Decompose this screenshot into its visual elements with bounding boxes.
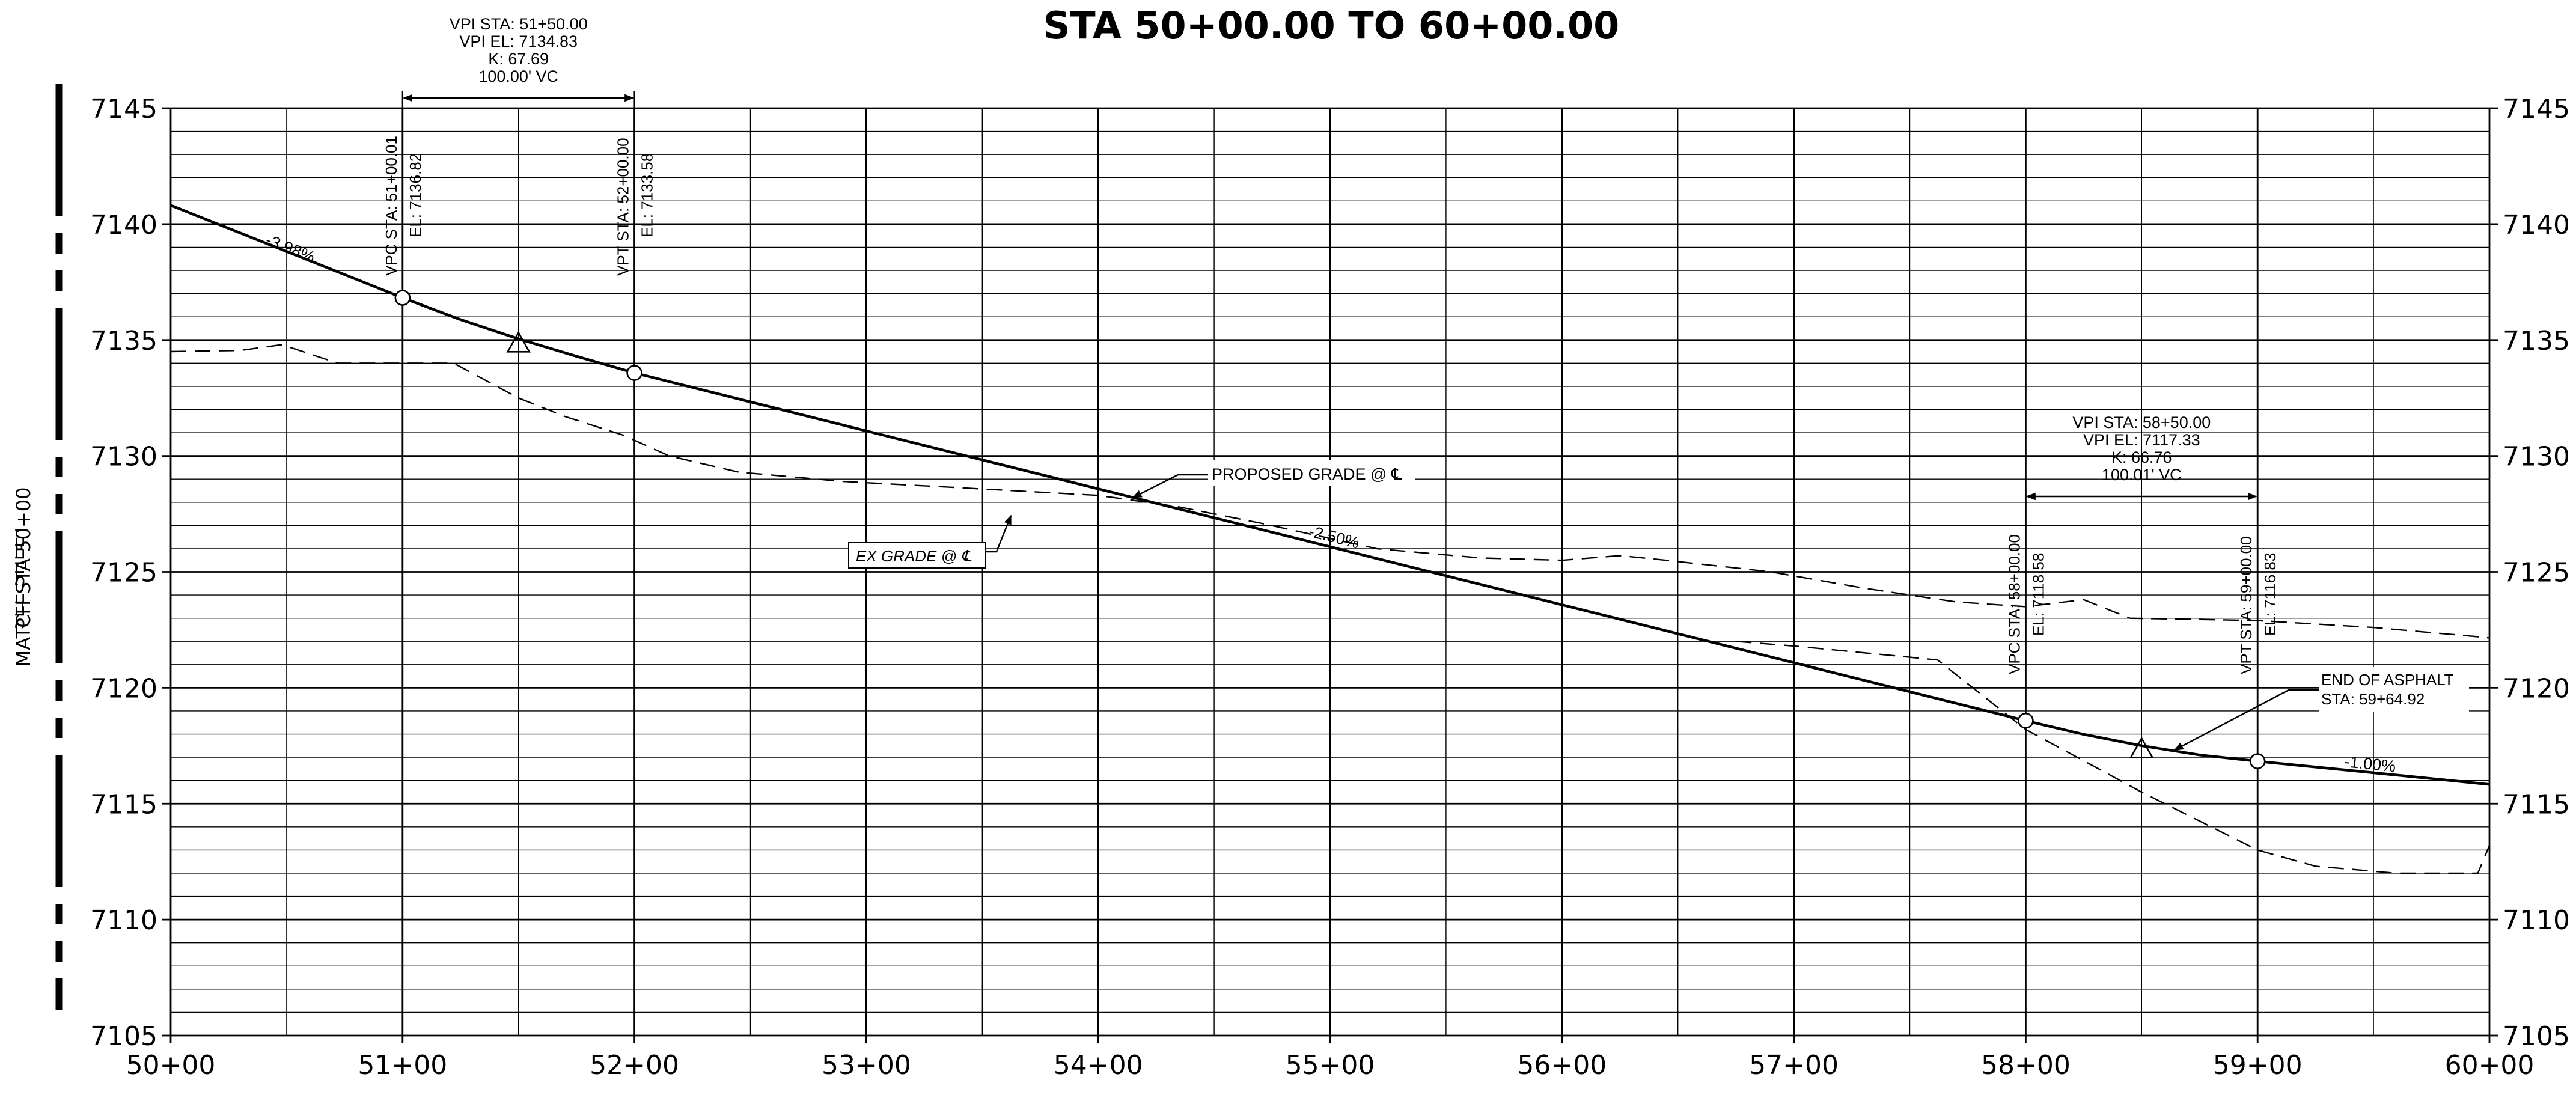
x-tick-label: 53+00	[822, 1050, 911, 1081]
vpc-elevation-label: EL: 7136.82	[406, 153, 424, 237]
x-tick-label: 51+00	[358, 1050, 447, 1081]
x-tick-label: 50+00	[126, 1050, 216, 1081]
y-tick-labels-left: 7105 7110 7115 7120 7125 7130 7135 7140 7145	[90, 94, 157, 1052]
x-tick-label: 57+00	[1749, 1050, 1839, 1081]
vpi-marker	[506, 331, 531, 353]
vpt-station-label: VPT STA: 52+00.00	[614, 138, 632, 276]
y-tick-label-right: 7110	[2503, 905, 2570, 936]
k-value-label: K: 67.69	[488, 50, 549, 68]
vpi-elevation-label: VPI EL: 7117.33	[2083, 431, 2200, 449]
series-layer	[171, 204, 2489, 874]
vpi-station-label: VPI STA: 51+50.00	[450, 15, 588, 33]
vpc-elevation-label: EL: 7118.58	[2029, 553, 2047, 636]
k-value-label: K: 66.76	[2111, 448, 2172, 466]
vpc-station-label: VPC STA: 58+00.00	[2005, 534, 2023, 674]
y-tick-label-left: 7110	[90, 905, 157, 936]
grade-label-1: -3.98%	[263, 231, 318, 267]
existing-grade-leader	[986, 514, 1012, 553]
y-tick-label-left: 7125	[90, 558, 157, 588]
y-tick-label-left: 7145	[90, 94, 157, 124]
y-tick-label-right: 7130	[2503, 442, 2570, 472]
grade-label-3: -1.00%	[2343, 752, 2396, 775]
vpt-elevation-label: EL: 7116.83	[2261, 553, 2279, 636]
y-tick-label-right: 7140	[2503, 210, 2570, 240]
existing-grade-callout: EX GRADE @ ℄	[848, 514, 1012, 569]
vc-length-label: 100.01' VC	[2102, 466, 2182, 484]
y-tick-label-right: 7115	[2503, 789, 2570, 820]
x-tick-labels: 50+00 51+00 52+00 53+00 54+00 55+00 56+00 57+00…	[126, 1050, 2535, 1081]
existing-grade-line	[171, 344, 2489, 639]
x-tick-label: 52+00	[590, 1050, 679, 1081]
vpc-marker	[2018, 712, 2034, 729]
y-tick-label-right: 7135	[2503, 326, 2570, 356]
end-of-asphalt-line-2: STA: 59+64.92	[2321, 690, 2425, 708]
vpt-station-label: VPT STA: 59+00.00	[2237, 536, 2255, 674]
vpt-marker	[2249, 753, 2266, 769]
vpi-station-label: VPI STA: 58+50.00	[2072, 413, 2211, 432]
x-tick-label: 60+00	[2445, 1050, 2535, 1081]
y-tick-labels-right: 7105 7110 7115 7120 7125 7130 7135 7140 7145	[2503, 94, 2570, 1052]
match-line-label: MATCH STA 50+00	[12, 487, 35, 667]
y-tick-label-right: 7145	[2503, 94, 2570, 124]
x-tick-label: 59+00	[2213, 1050, 2303, 1081]
existing-grade-line	[1736, 641, 2489, 874]
y-tick-label-left: 7140	[90, 210, 157, 240]
x-tick-label: 54+00	[1054, 1050, 1143, 1081]
proposed-grade-leader	[1132, 474, 1208, 499]
proposed-grade-line	[171, 204, 2489, 786]
y-tick-label-left: 7130	[90, 442, 157, 472]
vpt-marker	[626, 365, 642, 381]
grid-major	[162, 107, 2498, 1043]
y-tick-label-left: 7135	[90, 326, 157, 356]
y-tick-label-right: 7120	[2503, 673, 2570, 704]
proposed-grade-label: PROPOSED GRADE @ ℄	[1212, 465, 1402, 483]
y-tick-label-right: 7125	[2503, 558, 2570, 588]
end-of-asphalt-leader	[2173, 689, 2319, 751]
existing-grade-label: EX GRADE @ ℄	[856, 547, 972, 565]
end-of-asphalt-callout: END OF ASPHALT STA: 59+64.92	[2173, 667, 2469, 751]
x-tick-label: 58+00	[1981, 1050, 2071, 1081]
y-tick-label-left: 7105	[90, 1021, 157, 1052]
vpi-marker	[2129, 736, 2154, 758]
vpi-elevation-label: VPI EL: 7134.83	[459, 32, 578, 50]
vpc-marker	[394, 290, 411, 306]
vc-length-label: 100.00' VC	[478, 67, 558, 85]
end-of-asphalt-line-1: END OF ASPHALT	[2321, 671, 2454, 689]
y-tick-label-left: 7115	[90, 789, 157, 820]
x-tick-label: 55+00	[1286, 1050, 1375, 1081]
x-tick-label: 56+00	[1517, 1050, 1607, 1081]
y-tick-label-left: 7120	[90, 673, 157, 704]
proposed-grade-callout: PROPOSED GRADE @ ℄	[1132, 460, 1415, 499]
vpt-elevation-label: EL: 7133.58	[638, 153, 656, 237]
y-tick-label-right: 7105	[2503, 1021, 2570, 1052]
vpc-station-label: VPC STA: 51+00.01	[382, 136, 400, 276]
sheet-title: STA 50+00.00 TO 60+00.00	[1043, 4, 1620, 47]
